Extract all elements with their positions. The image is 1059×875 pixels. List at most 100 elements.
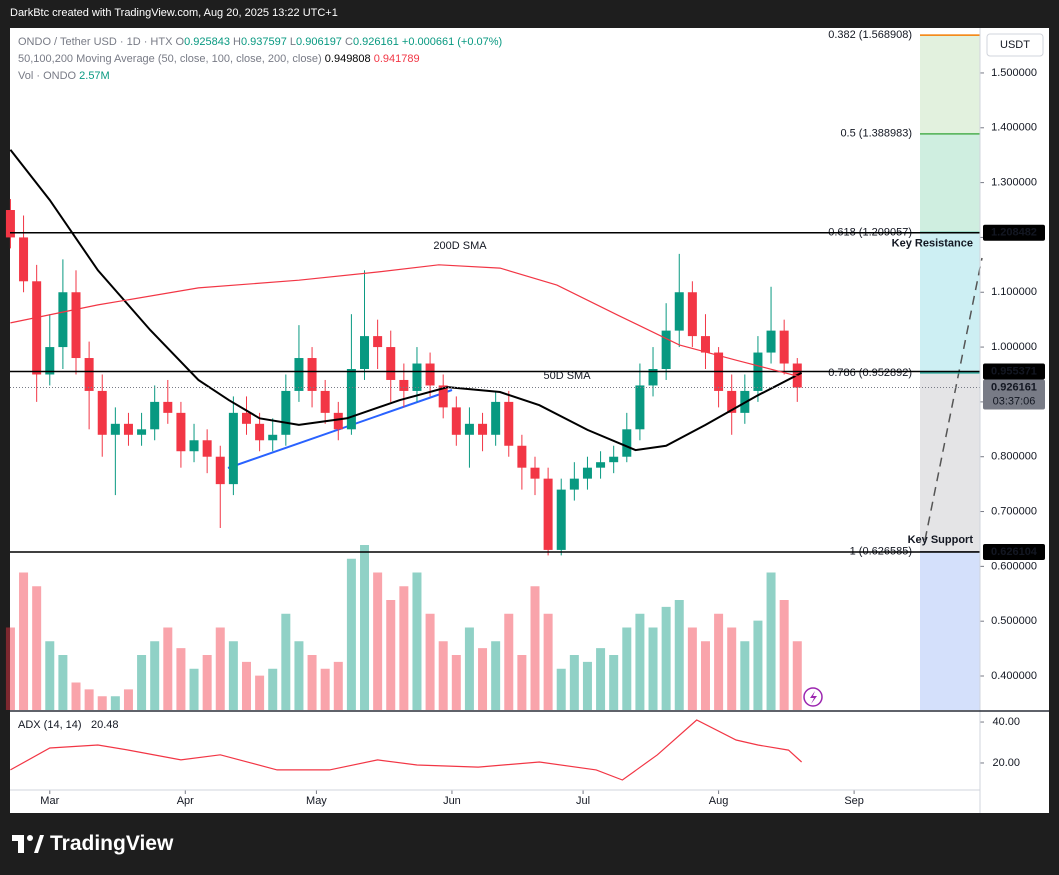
ohlc-item: O0.925843 <box>176 36 234 48</box>
footer: TradingView <box>12 832 173 856</box>
ohlc-key: O <box>175 36 185 48</box>
x-tick-label: Apr <box>177 795 194 807</box>
volume-bar <box>504 613 514 710</box>
candle-body <box>425 363 435 386</box>
y-tick-label: 0.600000 <box>991 560 1037 572</box>
legend-row: ONDO / Tether USD · 1D · HTX O0.925843 H… <box>18 34 502 51</box>
candle-body <box>438 385 448 408</box>
ohlc-item: C0.926161 <box>345 36 402 48</box>
ohlc-key: C <box>345 36 353 48</box>
volume-bar <box>241 661 251 710</box>
candle-body <box>596 462 606 468</box>
candle-body <box>727 390 737 413</box>
candle-body <box>464 423 474 435</box>
ohlc: O0.925843 H0.937597 L0.906197 C0.926161 <box>176 36 402 48</box>
candle-body <box>163 401 173 413</box>
volume-bar <box>71 682 81 710</box>
candle-body <box>622 429 632 457</box>
candle-body <box>478 423 488 435</box>
volume-bar <box>294 641 304 710</box>
change: +0.000661 (+0.07%) <box>401 36 503 48</box>
candle-body <box>176 412 186 452</box>
volume-bar <box>320 668 330 710</box>
candle-body <box>517 445 527 468</box>
volume-bar <box>360 545 370 710</box>
candle-body <box>320 390 330 413</box>
candle-layer <box>5 199 802 556</box>
ohlc-item: L0.906197 <box>290 36 345 48</box>
volume-bar <box>110 696 120 710</box>
volume-bar <box>189 668 199 710</box>
x-tick-label: Sep <box>844 795 864 807</box>
volume-bar <box>281 613 291 710</box>
candle-body <box>530 467 540 479</box>
volume-bar <box>530 586 540 710</box>
countdown: 03:37:06 <box>993 395 1036 407</box>
volume-bar <box>215 627 225 710</box>
projection-line <box>924 257 983 541</box>
legend-row: 50,100,200 Moving Average (50, close, 10… <box>18 51 502 68</box>
x-tick-label: Jul <box>576 795 590 807</box>
volume-bar <box>517 655 527 710</box>
level-label: Key Resistance <box>892 238 973 250</box>
candle-body <box>766 330 776 353</box>
adx-title: ADX (14, 14) <box>18 719 82 731</box>
candle-body <box>71 292 81 359</box>
currency[interactable]: USDT <box>1000 39 1030 51</box>
y-tick-label: 1.500000 <box>991 67 1037 79</box>
ohlc-value: 0.925843 <box>184 36 230 48</box>
fib-zone <box>920 372 980 552</box>
volume-bar <box>333 661 343 710</box>
price-tag <box>983 544 1045 561</box>
ma-values: 0.949808 0.941789 <box>325 53 420 65</box>
candle-body <box>32 281 42 375</box>
volume-bar <box>779 600 789 710</box>
y-tick-label: 1.000000 <box>991 341 1037 353</box>
volume-bar <box>700 641 710 710</box>
candle-body <box>674 292 684 331</box>
volume-bar <box>556 668 566 710</box>
volume-bar <box>622 627 632 710</box>
candle-body <box>110 423 120 435</box>
ma-value: 0.941789 <box>373 53 420 65</box>
ohlc-key: L <box>289 36 297 48</box>
volume-bar <box>609 655 619 710</box>
alert-icon-bolt <box>810 691 817 704</box>
legend-row: Vol · ONDO 2.57M <box>18 68 502 85</box>
ohlc-item: H0.937597 <box>233 36 290 48</box>
volume-bar <box>661 606 671 710</box>
adx-tick-label: 20.00 <box>992 757 1020 769</box>
volume-bar <box>635 613 645 710</box>
volume-bar <box>727 627 737 710</box>
candle-body <box>373 336 383 348</box>
candle-body <box>202 440 212 457</box>
volume-bar <box>412 572 422 710</box>
brand: TradingView <box>50 832 174 855</box>
adx-line <box>10 719 803 781</box>
x-tick-label: Aug <box>709 795 729 807</box>
candle-body <box>399 379 409 391</box>
currency-button[interactable] <box>986 33 1044 57</box>
volume-bar <box>58 655 68 710</box>
logo <box>12 835 44 853</box>
legend: ONDO / Tether USD · 1D · HTX O0.925843 H… <box>18 34 502 85</box>
fib-label: 0.786 (0.952892) <box>828 367 912 379</box>
line-layer: 0.382 (1.568908)0.5 (1.388983)0.618 (1.2… <box>9 29 980 781</box>
volume-bar <box>582 661 592 710</box>
volume-bar <box>674 600 684 710</box>
watermark: DarkBtc created with TradingView.com, Au… <box>10 7 338 19</box>
candle-body <box>687 292 697 337</box>
vol-title: Vol · ONDO <box>18 70 77 82</box>
volume-bar <box>740 641 750 710</box>
fib-zone <box>920 35 980 134</box>
price-tag-label: 1.208482 <box>991 227 1037 239</box>
volume-bar <box>32 586 42 710</box>
alert-icon[interactable] <box>803 687 823 707</box>
candle-body <box>45 347 55 375</box>
y-tick-label: 0.400000 <box>991 670 1037 682</box>
volume-bar <box>687 627 697 710</box>
volume-bar <box>163 627 173 710</box>
candle-body <box>294 358 304 391</box>
sma-label: 200D SMA <box>433 240 487 252</box>
